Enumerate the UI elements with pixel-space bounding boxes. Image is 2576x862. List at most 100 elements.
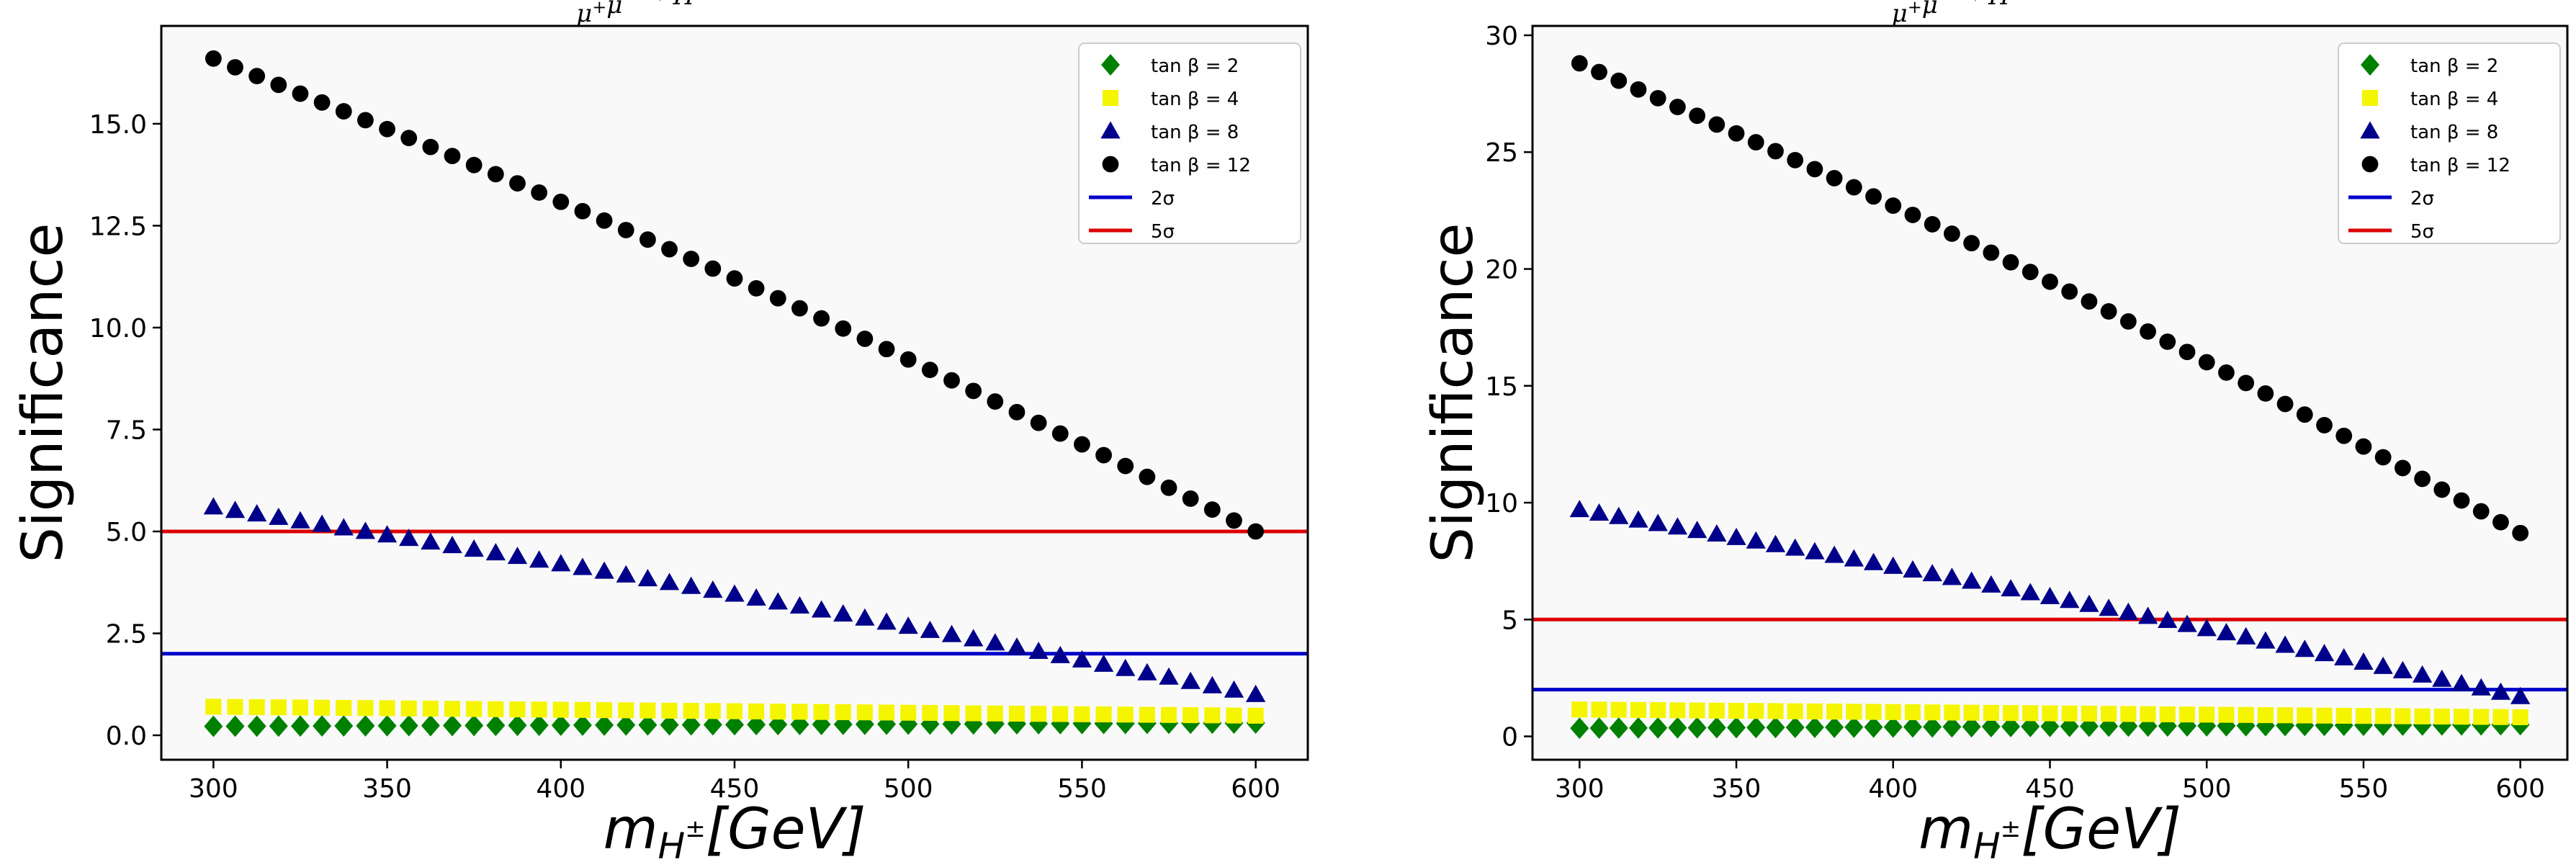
- data-point: [746, 588, 766, 606]
- data-point: [791, 300, 808, 317]
- data-point: [529, 714, 549, 737]
- data-point: [856, 704, 873, 721]
- data-point: [2314, 644, 2335, 662]
- data-point: [703, 580, 723, 598]
- legend-marker: [1102, 156, 1119, 173]
- data-point: [1883, 716, 1903, 738]
- data-point: [531, 701, 547, 718]
- data-point: [1746, 717, 1766, 739]
- data-point: [985, 713, 1005, 735]
- data-point: [205, 50, 222, 67]
- data-point: [596, 212, 613, 229]
- data-point: [1805, 542, 1825, 560]
- y-tick-label: 15: [1485, 372, 1518, 402]
- data-point: [2138, 715, 2158, 737]
- data-point: [660, 714, 679, 736]
- data-point: [1159, 667, 1179, 685]
- y-axis-label: Significance: [1421, 223, 1486, 563]
- data-point: [1865, 188, 1882, 205]
- data-point: [2081, 293, 2098, 310]
- data-point: [1961, 571, 1982, 589]
- data-point: [2021, 715, 2040, 737]
- data-point: [1051, 425, 1069, 442]
- data-point: [1981, 575, 2001, 593]
- data-point: [1904, 704, 1921, 721]
- legend-label: 2σ: [1151, 188, 1175, 210]
- data-point: [1095, 446, 1112, 464]
- x-tick-label: 500: [884, 774, 933, 804]
- data-point: [2021, 264, 2039, 281]
- data-point: [313, 715, 332, 737]
- data-point: [2433, 481, 2451, 498]
- data-point: [637, 569, 658, 587]
- data-point: [1668, 717, 1687, 739]
- data-point: [2294, 639, 2315, 657]
- data-point: [2295, 714, 2315, 737]
- data-point: [2353, 652, 2374, 670]
- data-point: [1630, 81, 1647, 98]
- legend-box: [2338, 42, 2561, 244]
- data-point: [1746, 531, 1766, 549]
- x-tick-label: 550: [1057, 774, 1107, 804]
- data-point: [464, 539, 484, 557]
- data-point: [2355, 708, 2372, 724]
- data-point: [1609, 717, 1628, 739]
- data-point: [2335, 427, 2353, 444]
- data-point: [1981, 716, 2001, 738]
- data-point: [1569, 500, 1589, 518]
- data-point: [726, 703, 743, 719]
- data-point: [399, 529, 419, 547]
- data-point: [2512, 709, 2528, 725]
- data-point: [1074, 436, 1090, 453]
- data-point: [1226, 512, 1242, 529]
- data-point: [2296, 406, 2313, 423]
- data-point: [531, 184, 548, 201]
- data-point: [421, 714, 440, 737]
- data-point: [1180, 671, 1201, 689]
- data-point: [1687, 521, 1707, 539]
- data-point: [1944, 225, 1960, 242]
- y-tick-label: 25: [1485, 138, 1518, 168]
- data-point: [2140, 706, 2156, 722]
- legend-marker: [1100, 121, 1121, 139]
- series-1: [204, 712, 1265, 737]
- data-point: [855, 713, 874, 735]
- data-point: [2373, 656, 2393, 674]
- data-point: [1050, 645, 1070, 663]
- data-point: [1903, 560, 1923, 578]
- data-point: [507, 547, 528, 565]
- data-point: [2159, 706, 2176, 722]
- data-point: [1610, 72, 1628, 89]
- data-point: [1708, 702, 1725, 719]
- data-point: [1962, 716, 1981, 738]
- legend-label: tan β = 2: [2410, 55, 2498, 77]
- data-point: [835, 320, 852, 337]
- data-point: [1708, 116, 1725, 133]
- data-point: [2453, 709, 2470, 725]
- data-point: [1591, 701, 1607, 718]
- data-point: [421, 532, 441, 550]
- data-point: [552, 701, 569, 718]
- data-point: [247, 504, 267, 522]
- data-point: [1824, 545, 1844, 563]
- data-point: [791, 704, 808, 720]
- data-point: [1923, 716, 1942, 738]
- data-point: [399, 714, 418, 737]
- y-tick-label: 12.5: [89, 212, 147, 241]
- data-point: [1182, 490, 1199, 507]
- data-point: [704, 703, 721, 719]
- data-point: [1031, 706, 1047, 722]
- data-point: [879, 704, 895, 721]
- data-point: [1139, 468, 1156, 485]
- data-point: [1863, 552, 1884, 570]
- y-tick-label: 10.0: [89, 314, 147, 344]
- data-point: [465, 156, 483, 174]
- data-point: [1007, 637, 1027, 655]
- data-point: [1787, 151, 1804, 169]
- data-point: [1648, 717, 1668, 739]
- y-tick-label: 5: [1502, 606, 1518, 635]
- data-point: [639, 702, 656, 719]
- data-point: [855, 608, 875, 626]
- data-point: [1072, 650, 1092, 668]
- data-point: [1806, 703, 1823, 719]
